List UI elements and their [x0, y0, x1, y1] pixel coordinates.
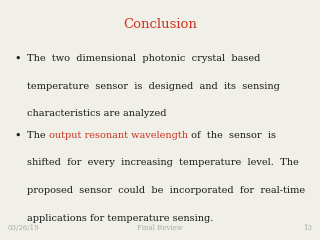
Text: 03/26/19: 03/26/19	[8, 224, 40, 232]
Text: applications for temperature sensing.: applications for temperature sensing.	[27, 214, 213, 223]
Text: output resonant wavelength: output resonant wavelength	[49, 131, 188, 140]
Text: shifted  for  every  increasing  temperature  level.  The: shifted for every increasing temperature…	[27, 158, 299, 168]
Text: Final Review: Final Review	[137, 224, 183, 232]
Text: 13: 13	[303, 224, 312, 232]
Text: The  two  dimensional  photonic  crystal  based: The two dimensional photonic crystal bas…	[27, 54, 260, 63]
Text: proposed  sensor  could  be  incorporated  for  real-time: proposed sensor could be incorporated fo…	[27, 186, 305, 195]
Text: temperature  sensor  is  designed  and  its  sensing: temperature sensor is designed and its s…	[27, 82, 280, 90]
Text: •: •	[14, 54, 21, 64]
Text: The: The	[27, 131, 49, 140]
Text: characteristics are analyzed: characteristics are analyzed	[27, 109, 167, 118]
Text: •: •	[14, 131, 21, 141]
Text: of  the  sensor  is: of the sensor is	[188, 131, 276, 140]
Text: Conclusion: Conclusion	[123, 18, 197, 31]
